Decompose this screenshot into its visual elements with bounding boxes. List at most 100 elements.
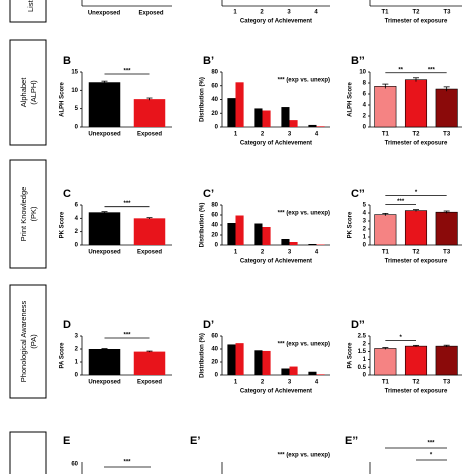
- y-tick-label: 80: [211, 70, 218, 76]
- bar: [133, 99, 166, 127]
- annotation: *** (exp vs. unexp): [278, 342, 330, 348]
- y-axis-label: Distribution (%): [200, 203, 206, 248]
- significance: **: [398, 67, 403, 73]
- y-tick-label: 6: [75, 203, 79, 209]
- x-axis-label: Category of Achievement: [240, 19, 312, 25]
- x-tick-label: T3: [443, 250, 451, 256]
- bar: [289, 366, 298, 375]
- bar: [227, 98, 236, 127]
- bar: [281, 368, 290, 375]
- x-tick-label: Exposed: [137, 380, 162, 386]
- y-tick-label: 1: [363, 235, 367, 241]
- x-tick-label: 1: [234, 250, 238, 256]
- x-tick-label: 4: [314, 10, 318, 16]
- bar: [235, 343, 244, 375]
- y-tick-label: 2: [363, 227, 367, 233]
- bar: [133, 351, 166, 375]
- x-tick-label: T2: [412, 250, 420, 256]
- panel-letter: C’: [203, 188, 214, 200]
- y-tick-label: 1.5: [358, 349, 367, 355]
- x-tick-label: 2: [261, 380, 265, 386]
- bar: [133, 218, 166, 245]
- x-tick-label: 4: [315, 132, 319, 138]
- y-tick-label: 2: [75, 229, 79, 235]
- annotation: *** (exp vs. unexp): [278, 78, 330, 84]
- x-tick-label: T2: [412, 380, 420, 386]
- y-axis-label: ALPH Score: [60, 82, 66, 117]
- panel-letter: D: [63, 319, 71, 331]
- bar: [227, 344, 236, 375]
- bar: [404, 345, 428, 376]
- x-tick-label: 2: [261, 132, 265, 138]
- significance: *: [430, 453, 433, 459]
- y-tick-label: 1: [363, 357, 367, 363]
- y-tick-label: 40: [211, 97, 218, 103]
- row-box: [9, 0, 47, 23]
- bar: [254, 223, 263, 245]
- bar: [254, 108, 263, 127]
- bar: [404, 79, 428, 128]
- bar: [374, 86, 397, 128]
- bar: [88, 349, 121, 375]
- bar: [289, 120, 298, 127]
- x-tick-label: T3: [443, 132, 451, 138]
- significance: ***: [428, 67, 436, 73]
- bar: [308, 244, 317, 245]
- row-box: [9, 39, 47, 146]
- y-tick-label: 0: [215, 125, 219, 131]
- panel-letter: E’’: [345, 435, 358, 447]
- y-tick-label: 0: [363, 125, 367, 131]
- x-tick-label: T3: [443, 380, 451, 386]
- bar: [262, 227, 271, 245]
- bar: [308, 371, 317, 375]
- bar: [316, 374, 325, 375]
- x-tick-label: T2: [412, 132, 420, 138]
- panel-letter: E: [63, 435, 70, 447]
- row-box: [9, 431, 47, 474]
- significance: *: [399, 335, 402, 341]
- x-tick-label: 3: [288, 250, 292, 256]
- x-tick-label: 2: [260, 10, 264, 16]
- y-tick-label: 60: [211, 334, 218, 340]
- x-tick-label: 4: [315, 250, 319, 256]
- row-label: (ALPH): [29, 80, 38, 105]
- panel-letter: E’: [190, 435, 200, 447]
- x-tick-label: 1: [233, 10, 237, 16]
- annotation: *** (exp vs. unexp): [278, 211, 330, 217]
- y-tick-label: 3: [75, 334, 79, 340]
- x-tick-label: T3: [443, 10, 451, 16]
- annotation: *** (exp vs. unexp): [278, 453, 330, 459]
- row-label: Alphabet: [19, 77, 28, 108]
- y-tick-label: 0: [363, 243, 367, 249]
- x-axis-label: Trimester of exposure: [385, 389, 448, 395]
- significance: ***: [123, 333, 131, 339]
- y-tick-label: 20: [211, 233, 218, 239]
- y-tick-label: 0: [75, 243, 79, 249]
- y-tick-label: 20: [211, 111, 218, 117]
- significance: ***: [123, 201, 131, 207]
- y-tick-label: 2: [75, 347, 79, 353]
- y-tick-label: 60: [71, 462, 78, 468]
- bar: [281, 107, 290, 127]
- y-tick-label: 4: [363, 211, 367, 217]
- y-tick-label: 2: [363, 114, 367, 120]
- x-tick-label: T1: [382, 132, 390, 138]
- y-axis-label: Distribution (%): [200, 333, 206, 378]
- y-axis-label: PA Score: [60, 342, 66, 369]
- y-tick-label: 1: [75, 360, 79, 366]
- row-label: Print Knowledge: [19, 187, 28, 242]
- y-tick-label: 15: [71, 70, 78, 76]
- y-tick-label: 60: [211, 83, 218, 89]
- x-tick-label: Exposed: [137, 250, 162, 256]
- x-axis-label: Trimester of exposure: [385, 19, 448, 25]
- bar: [281, 239, 290, 245]
- x-tick-label: 3: [288, 380, 292, 386]
- bar: [88, 82, 121, 127]
- y-axis-label: Distribution (%): [200, 77, 206, 122]
- x-axis-label: Trimester of exposure: [385, 141, 448, 147]
- y-tick-label: 0: [215, 243, 219, 249]
- y-tick-label: 40: [211, 223, 218, 229]
- bar: [404, 210, 428, 246]
- x-tick-label: 2: [261, 250, 265, 256]
- panel-letter: C’’: [351, 188, 365, 200]
